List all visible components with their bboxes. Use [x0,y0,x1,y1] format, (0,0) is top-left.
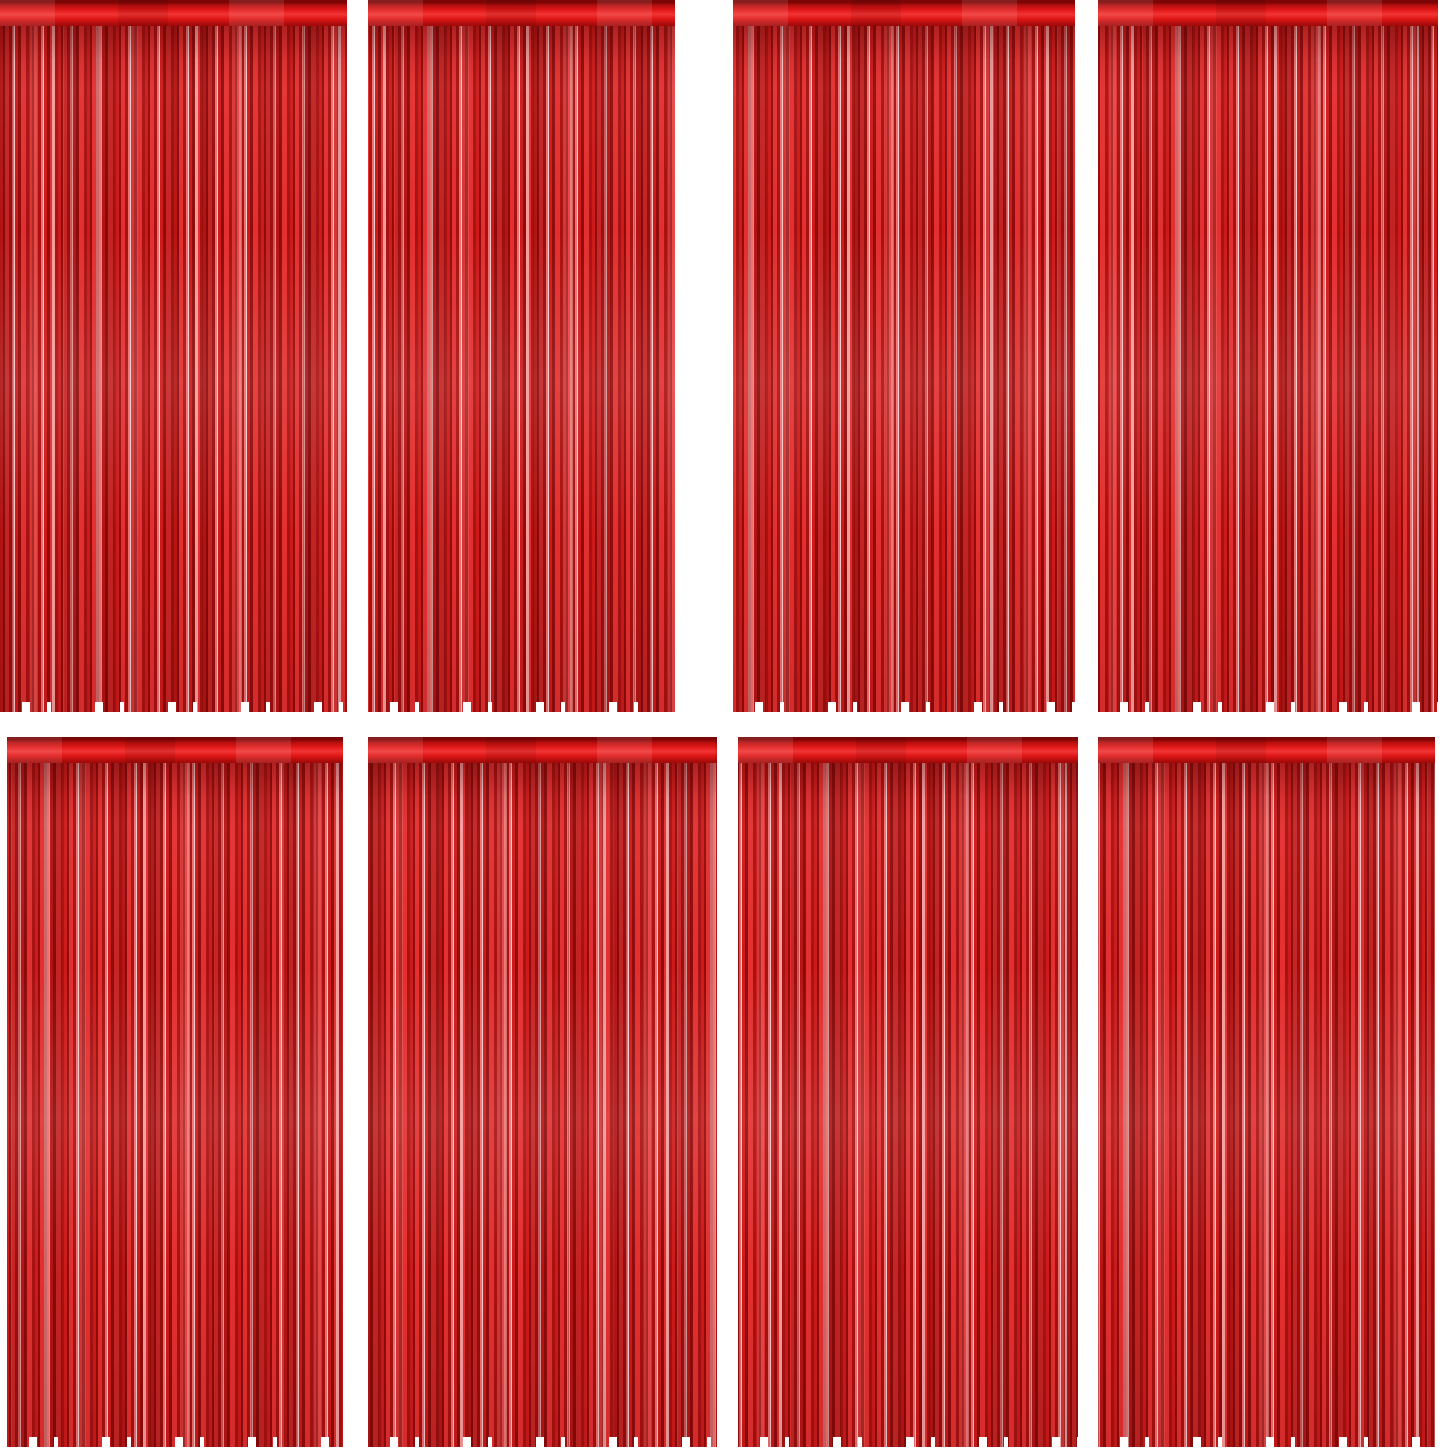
curtain-fringe [733,26,1075,712]
curtain-fringe [368,26,675,712]
curtain-tile [7,737,343,1447]
curtain-rod-pocket [7,737,343,763]
curtain-tile [368,737,717,1447]
curtain-tile [0,0,347,712]
curtain-fringe [0,26,347,712]
curtain-fringe [7,763,343,1447]
curtain-rod-pocket [0,0,347,26]
curtain-tile [1098,0,1438,712]
curtain-tile [733,0,1075,712]
curtain-rod-pocket [368,0,675,26]
curtain-rod-pocket [368,737,717,763]
curtain-tile [368,0,675,712]
curtain-rod-pocket [738,737,1078,763]
curtain-fringe [1098,26,1438,712]
curtain-fringe [738,763,1078,1447]
curtain-fringe [368,763,717,1447]
curtain-rod-pocket [1098,737,1435,763]
curtain-rod-pocket [1098,0,1438,26]
curtain-tile [738,737,1078,1447]
curtain-tile [1098,737,1435,1447]
curtain-rod-pocket [733,0,1075,26]
curtain-fringe [1098,763,1435,1447]
